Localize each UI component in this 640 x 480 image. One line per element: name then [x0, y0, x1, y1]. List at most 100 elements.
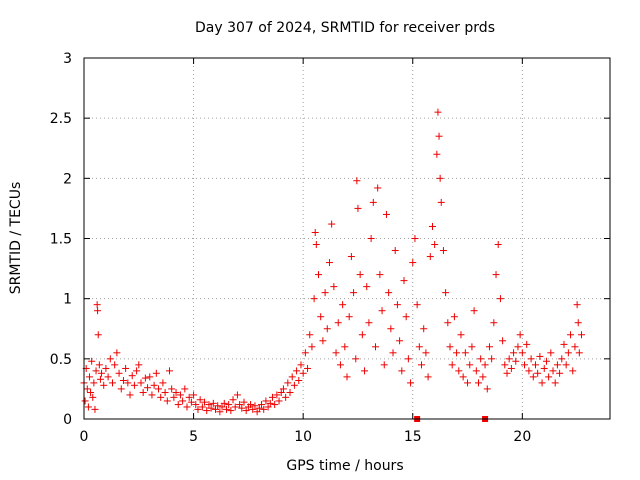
data-point: [434, 108, 442, 116]
data-point: [575, 349, 583, 357]
data-point: [422, 349, 430, 357]
data-point: [336, 361, 344, 369]
data-point: [365, 319, 373, 327]
x-tick-labels: 0 5 10 15 20: [80, 429, 532, 445]
y-tick-labels: 0 0.5 1 1.5 2 2.5 3: [50, 51, 72, 428]
data-point: [150, 381, 158, 389]
data-point: [157, 393, 165, 401]
data-point: [297, 361, 305, 369]
data-point: [507, 364, 515, 372]
chart-title: Day 307 of 2024, SRMTID for receiver prd…: [195, 20, 495, 36]
data-point: [117, 385, 125, 393]
data-point: [402, 313, 410, 321]
data-point: [264, 403, 272, 411]
data-point: [227, 407, 235, 415]
data-point: [260, 405, 268, 413]
axis-ticks: [83, 57, 610, 420]
data-point: [122, 364, 130, 372]
data-point: [398, 367, 406, 375]
data-point: [90, 379, 98, 387]
data-point: [567, 331, 575, 339]
data-point: [282, 393, 290, 401]
data-point: [174, 401, 182, 409]
data-point: [312, 241, 320, 249]
data-point: [262, 397, 270, 405]
data-point: [301, 349, 309, 357]
data-point: [470, 307, 478, 315]
data-point: [98, 369, 106, 377]
data-point: [396, 337, 404, 345]
y-tick-label: 1: [63, 292, 72, 308]
data-point: [558, 355, 566, 363]
data-point: [453, 349, 461, 357]
data-point: [442, 289, 450, 297]
data-point: [551, 379, 559, 387]
data-point: [308, 343, 316, 351]
data-point: [527, 355, 535, 363]
data-point: [347, 253, 355, 261]
data-point: [387, 325, 395, 333]
data-point: [485, 343, 493, 351]
data-point: [444, 319, 452, 327]
data-point: [415, 343, 423, 351]
data-point: [363, 283, 371, 291]
data-point: [562, 361, 570, 369]
data-point: [492, 271, 500, 279]
data-point: [295, 376, 303, 384]
data-point: [104, 373, 112, 381]
y-tick-label: 3: [63, 51, 72, 67]
data-point: [266, 399, 274, 407]
data-point: [135, 361, 143, 369]
data-point: [273, 391, 281, 399]
data-point: [404, 355, 412, 363]
data-point: [216, 408, 224, 416]
data-point: [89, 393, 97, 401]
data-point: [361, 367, 369, 375]
data-point: [464, 379, 472, 387]
data-point: [350, 289, 358, 297]
data-point: [457, 331, 465, 339]
data-point: [382, 210, 390, 218]
data-point: [556, 369, 564, 377]
data-point: [534, 369, 542, 377]
data-point: [529, 373, 537, 381]
data-point: [271, 401, 279, 409]
data-point: [501, 361, 509, 369]
data-point: [466, 361, 474, 369]
data-point: [437, 198, 445, 206]
data-point: [209, 399, 217, 407]
data-point: [352, 355, 360, 363]
data-point: [479, 373, 487, 381]
data-point: [531, 361, 539, 369]
data-point: [315, 271, 323, 279]
data-point: [172, 389, 180, 397]
data-point: [374, 184, 382, 192]
data-point: [490, 319, 498, 327]
data-point: [299, 369, 307, 377]
data-point: [475, 379, 482, 387]
data-point: [496, 295, 504, 303]
data-point: [168, 385, 176, 393]
data-point: [293, 367, 301, 375]
data-point: [400, 277, 408, 285]
data-point: [201, 398, 209, 406]
data-point: [339, 301, 347, 309]
data-point: [439, 247, 447, 255]
data-point: [94, 307, 102, 315]
data-point: [481, 361, 489, 369]
data-point: [560, 340, 568, 348]
data-point: [512, 357, 520, 365]
data-point: [545, 373, 553, 381]
data-point: [288, 373, 296, 381]
data-point: [325, 259, 333, 267]
data-point: [100, 381, 108, 389]
data-point: [389, 349, 397, 357]
data-point: [290, 381, 298, 389]
data-point: [92, 367, 100, 375]
data-point: [304, 364, 312, 372]
data-point: [81, 397, 89, 405]
data-point: [538, 379, 546, 387]
data-point: [233, 391, 241, 399]
data-point: [499, 337, 507, 345]
x-tick-label: 15: [404, 429, 422, 445]
